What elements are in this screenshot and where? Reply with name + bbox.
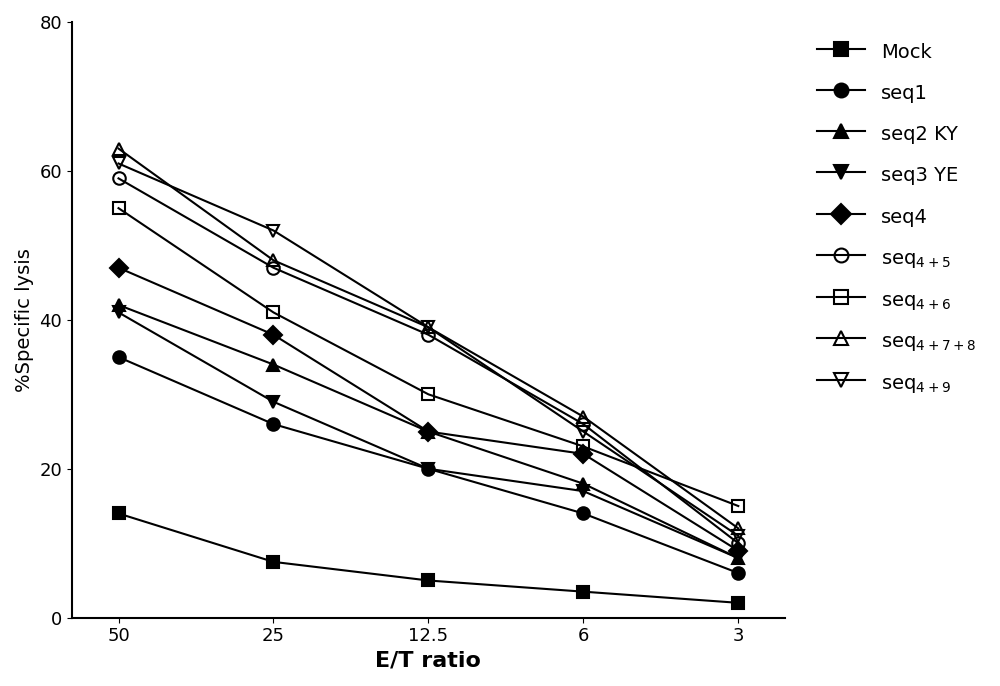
X-axis label: E/T ratio: E/T ratio (375, 651, 481, 671)
Legend: Mock, seq1, seq2 KY, seq3 YE, seq4, seq$_{4+5}$, seq$_{4+6}$, seq$_{4+7+8}$, seq: Mock, seq1, seq2 KY, seq3 YE, seq4, seq$… (809, 32, 984, 403)
Y-axis label: %Specific lysis: %Specific lysis (15, 248, 34, 392)
